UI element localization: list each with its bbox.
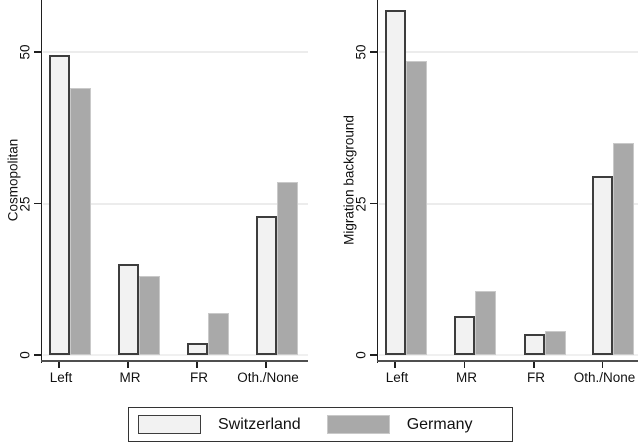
bar-switzerland-oth-none (255, 215, 277, 355)
y-tick-label-0: 0 (353, 351, 368, 359)
gridline-25 (378, 202, 638, 205)
x-tick-oth-none (265, 362, 267, 368)
bar-switzerland-fr (523, 333, 545, 355)
bar-switzerland-oth-none (592, 176, 613, 355)
legend-item-switzerland: Switzerland (138, 415, 301, 434)
switzerland-swatch (138, 415, 201, 434)
legend-item-germany: Germany (326, 415, 473, 434)
germany-swatch (326, 415, 390, 434)
x-tick-left (394, 362, 396, 368)
bar-switzerland-fr (186, 342, 208, 355)
y-tick-50 (34, 51, 42, 53)
legend-label-switzerland: Switzerland (218, 415, 301, 433)
x-tick-fr (196, 362, 198, 368)
bar-germany-left (405, 61, 427, 355)
x-label-mr: MR (456, 370, 477, 385)
x-label-left: Left (49, 370, 73, 385)
x-label-fr: FR (190, 370, 208, 385)
gridline-50 (42, 51, 308, 53)
x-tick-left (58, 362, 60, 368)
x-tick-mr (127, 362, 129, 368)
bar-switzerland-left (48, 55, 70, 355)
x-tick-fr (533, 362, 535, 368)
bar-germany-fr (544, 330, 566, 355)
y-axis-line (376, 0, 379, 363)
x-label-fr: FR (527, 370, 545, 385)
x-label-oth-none: Oth./None (237, 370, 299, 385)
legend: Switzerland Germany (128, 407, 513, 442)
bar-switzerland-mr (117, 264, 139, 355)
y-tick-0 (34, 354, 42, 356)
bar-germany-oth-none (613, 142, 634, 355)
bar-switzerland-mr (454, 315, 475, 355)
gridline-50 (378, 51, 638, 53)
y-axis-title-migration-background: Migration background (341, 115, 357, 245)
y-tick-25 (370, 202, 378, 205)
gridline-0 (378, 354, 638, 356)
gridline-25 (42, 202, 308, 205)
x-tick-oth-none (601, 362, 604, 368)
bar-switzerland-left (384, 9, 406, 355)
x-label-mr: MR (119, 370, 141, 385)
y-tick-25 (34, 202, 42, 205)
x-label-left: Left (385, 370, 409, 385)
legend-label-germany: Germany (406, 415, 473, 433)
bar-germany-left (69, 88, 91, 355)
x-label-oth-none: Oth./None (573, 370, 636, 385)
bar-germany-oth-none (276, 182, 298, 355)
x-axis-line (376, 359, 638, 362)
bar-germany-fr (207, 312, 229, 355)
gridline-0 (42, 354, 308, 356)
bar-germany-mr (138, 276, 160, 355)
x-axis-line (40, 359, 308, 362)
bar-germany-mr (475, 291, 496, 355)
y-tick-0 (370, 354, 378, 356)
y-tick-50 (370, 51, 378, 53)
y-tick-label-50: 50 (353, 44, 368, 60)
x-tick-mr (463, 362, 466, 368)
y-axis-line (40, 0, 43, 363)
